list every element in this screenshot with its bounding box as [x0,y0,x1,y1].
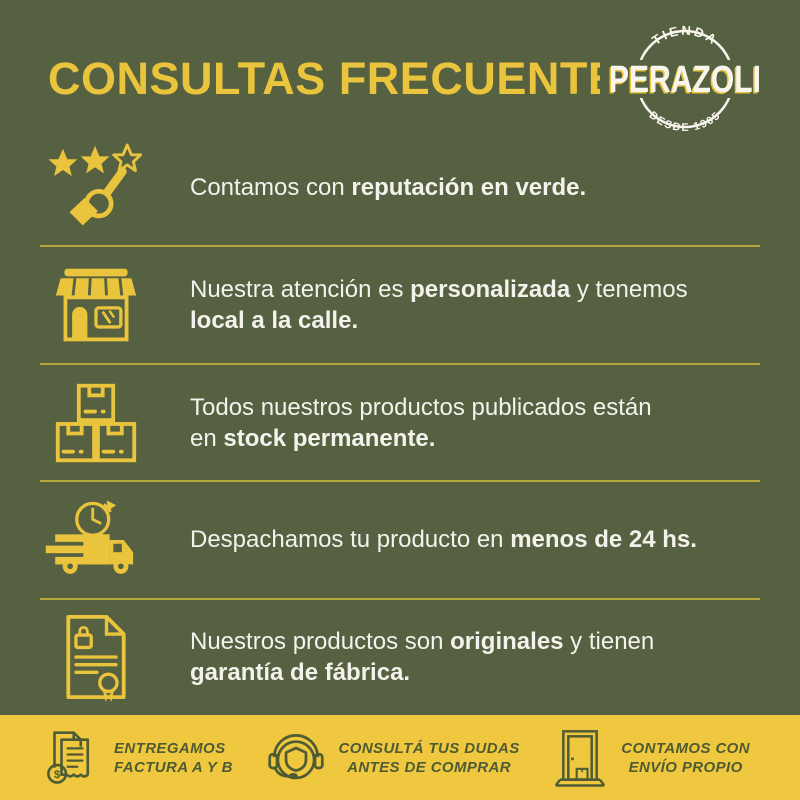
svg-text:$: $ [54,769,61,781]
stacked-boxes-icon [40,380,152,466]
logo-name: PERAZOLI [609,59,761,101]
faq-row-text: Contamos con reputación en verde. [190,174,587,202]
page-title: CONSULTAS FRECUENTES [48,53,649,104]
faq-row-text: Despachamos tu producto en menos de 24 h… [190,526,697,554]
footer-item-text: ENTREGAMOS FACTURA A Y B [114,739,233,777]
footer-item-invoice: $ ENTREGAMOS FACTURA A Y B [44,729,233,787]
faq-row-stock: Todos nuestros productos publicados está… [40,365,760,483]
delivery-truck-clock-icon [40,496,152,584]
footer-item-text: CONTAMOS CON ENVÍO PROPIO [621,739,750,777]
faq-row-text: Nuestra atención es personalizada y tene… [190,276,688,335]
footer-item-support: CONSULTÁ TUS DUDAS ANTES DE COMPRAR [267,729,520,787]
footer-line: ENTREGAMOS [114,739,226,757]
door-delivery-icon [555,729,606,787]
footer-line: CONSULTÁ TUS DUDAS [338,739,520,757]
faq-row-text: Nuestros productos son originales y tien… [190,628,655,687]
footer-line: CONTAMOS CON [621,739,750,757]
faq-row-shipping: Despachamos tu producto en menos de 24 h… [40,482,760,600]
invoice-icon: $ [47,730,90,784]
faq-list: Contamos con reputación en verde. [40,130,760,715]
faq-row-reputation: Contamos con reputación en verde. [40,130,760,248]
footer-line: ANTES DE COMPRAR [347,758,512,776]
storefront-icon [40,262,152,348]
logo-top-arc-text: · TIENDA · [638,23,732,58]
warranty-certificate-icon [40,608,152,706]
footer-line: FACTURA A Y B [114,758,233,776]
logo-name-shadow: PERAZOLI [608,61,760,103]
headset-icon [267,733,324,779]
footer-bar: $ ENTREGAMOS FACTURA A Y B CONSULTÁ TUS … [0,715,800,800]
footer-line: ENVÍO PROPIO [628,758,743,776]
footer-item-text: CONSULTÁ TUS DUDAS ANTES DE COMPRAR [339,739,520,777]
faq-row-attention: Nuestra atención es personalizada y tene… [40,247,760,365]
footer-item-shipping: CONTAMOS CON ENVÍO PROPIO [553,728,750,788]
faq-row-warranty: Nuestros productos son originales y tien… [40,600,760,715]
faq-row-text: Todos nuestros productos publicados está… [190,393,652,452]
reputation-stars-hand-icon [40,140,152,236]
brand-logo: · TIENDA · PERAZOLI PERAZOLI · DESDE 190… [600,23,770,134]
